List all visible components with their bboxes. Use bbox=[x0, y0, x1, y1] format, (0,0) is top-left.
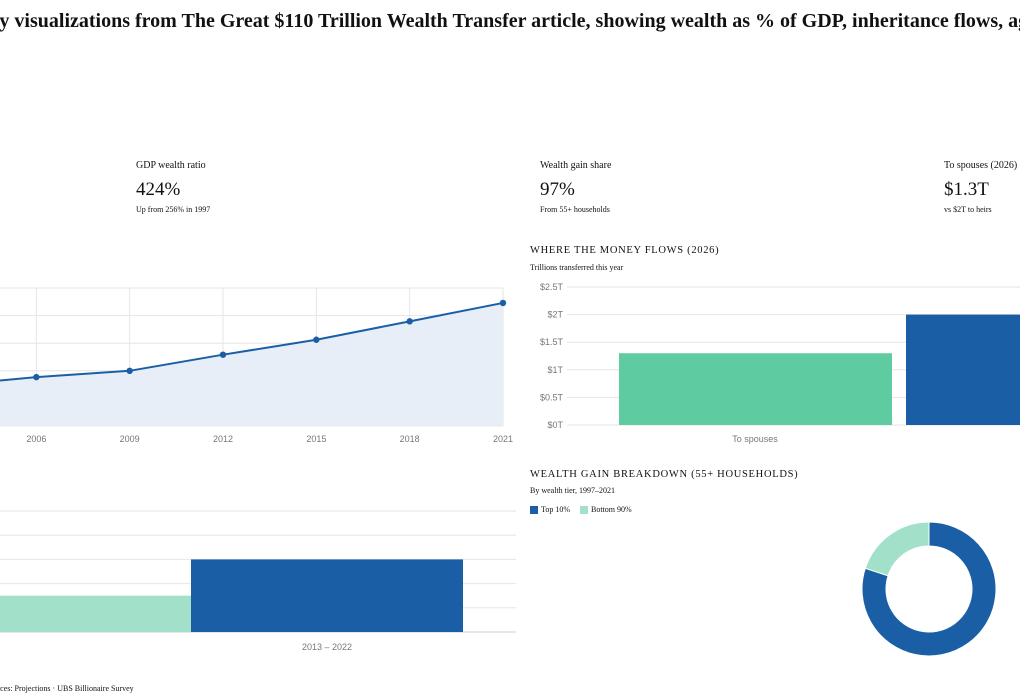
stat-sub: vs $2T to heirs bbox=[944, 205, 992, 214]
x-tick-label: 2018 bbox=[400, 434, 420, 444]
bar bbox=[191, 559, 463, 632]
legend-swatch bbox=[580, 505, 588, 514]
money-flows-title: Where the money flows (2026) bbox=[530, 245, 720, 256]
y-tick-label: $1.5T bbox=[540, 337, 564, 347]
breakdown-subtitle: By wealth tier, 1997–2021 bbox=[530, 486, 615, 495]
footer-sources: Sources: Projections · UBS Billionaire S… bbox=[0, 684, 134, 693]
donut-slice bbox=[861, 521, 997, 657]
stat-label: Wealth gain share bbox=[540, 160, 612, 171]
stat-to-spouses: To spouses (2026) $1.3T vs $2T to heirs bbox=[944, 160, 1020, 214]
x-tick-label: 2015 bbox=[306, 434, 326, 444]
data-point bbox=[33, 373, 40, 381]
x-tick-label: 2012 bbox=[213, 434, 233, 444]
stat-gdp-ratio: GDP wealth ratio 424% Up from 256% in 19… bbox=[136, 160, 210, 214]
stat-sub: From 55+ households bbox=[540, 205, 610, 214]
data-point bbox=[406, 318, 413, 325]
data-point bbox=[499, 299, 507, 307]
legend-label: Top 10% bbox=[541, 505, 570, 514]
wealth-breakdown-donut bbox=[861, 521, 997, 657]
x-tick-label: 2013 – 2022 bbox=[302, 642, 352, 652]
x-tick-label: To spouses bbox=[732, 434, 778, 444]
money-flows-subtitle: Trillions transferred this year bbox=[530, 263, 624, 272]
stat-value: 97% bbox=[540, 179, 575, 200]
x-tick-label: 2006 bbox=[26, 434, 46, 444]
y-tick-label: $0T bbox=[547, 420, 563, 430]
area-fill bbox=[0, 302, 503, 426]
breakdown-legend: Top 10% Bottom 90% bbox=[530, 505, 632, 514]
bar bbox=[619, 353, 892, 425]
data-point bbox=[219, 351, 227, 358]
stat-value: $1.3T bbox=[944, 179, 989, 200]
bar bbox=[906, 314, 1020, 425]
stat-value: 424% bbox=[136, 179, 181, 200]
y-tick-label: $0.5T bbox=[540, 392, 564, 402]
y-tick-label: $1T bbox=[547, 365, 563, 375]
stat-wealth-gain-share: Wealth gain share 97% From 55+ household… bbox=[540, 160, 611, 214]
breakdown-title: Wealth gain breakdown (55+ households) bbox=[530, 469, 799, 480]
x-tick-label: 2009 bbox=[120, 434, 140, 444]
legend-label: Bottom 90% bbox=[591, 505, 632, 514]
y-tick-label: $2T bbox=[547, 310, 563, 320]
gdp-wealth-line-chart: 2006 2009 2012 2015 2018 2021 bbox=[0, 287, 513, 444]
donut-slice bbox=[864, 521, 930, 577]
y-tick-label: $2.5T bbox=[540, 282, 564, 292]
age-trend-bar-chart: 2013 – 2022 bbox=[0, 510, 516, 652]
page-title: Key visualizations from The Great $110 T… bbox=[0, 10, 1020, 32]
data-point bbox=[313, 336, 320, 343]
legend-swatch bbox=[530, 505, 538, 514]
stat-label: To spouses (2026) bbox=[944, 160, 1018, 171]
legend-item-bottom-90: Bottom 90% bbox=[580, 505, 632, 514]
stat-sub: Up from 256% in 1997 bbox=[136, 205, 211, 214]
legend-item-top-10: Top 10% bbox=[530, 505, 570, 514]
data-point bbox=[126, 367, 133, 374]
x-tick-label: 2021 bbox=[493, 434, 513, 444]
stat-label: GDP wealth ratio bbox=[136, 160, 206, 171]
bar bbox=[0, 595, 206, 632]
